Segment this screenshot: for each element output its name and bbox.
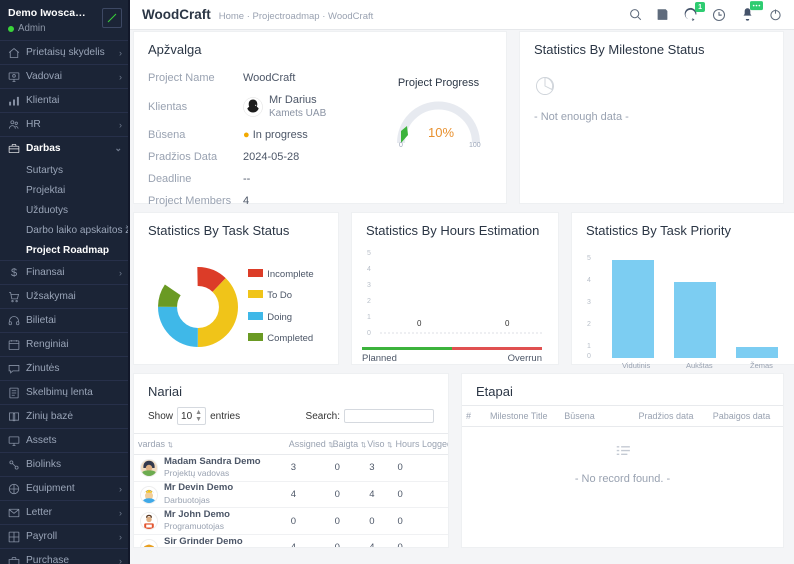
svg-text:1: 1 (587, 343, 591, 350)
svg-text:Žemas: Žemas (750, 361, 773, 370)
svg-text:100: 100 (469, 142, 481, 147)
svg-text:4: 4 (587, 277, 591, 284)
svg-text:Vidutinis: Vidutinis (622, 361, 650, 370)
svg-text:10%: 10% (428, 125, 454, 140)
svg-text:0: 0 (367, 330, 371, 337)
svg-text:5: 5 (367, 250, 371, 257)
svg-text:0: 0 (505, 319, 510, 328)
svg-text:0: 0 (399, 142, 403, 147)
svg-text:3: 3 (367, 282, 371, 289)
svg-text:0: 0 (417, 319, 422, 328)
svg-text:Aukštas: Aukštas (686, 361, 713, 370)
svg-text:4: 4 (367, 266, 371, 273)
svg-text:2: 2 (587, 321, 591, 328)
svg-text:0: 0 (587, 353, 591, 360)
svg-text:1: 1 (367, 314, 371, 321)
svg-text:3: 3 (587, 299, 591, 306)
svg-text:2: 2 (367, 298, 371, 305)
svg-text:5: 5 (587, 255, 591, 262)
